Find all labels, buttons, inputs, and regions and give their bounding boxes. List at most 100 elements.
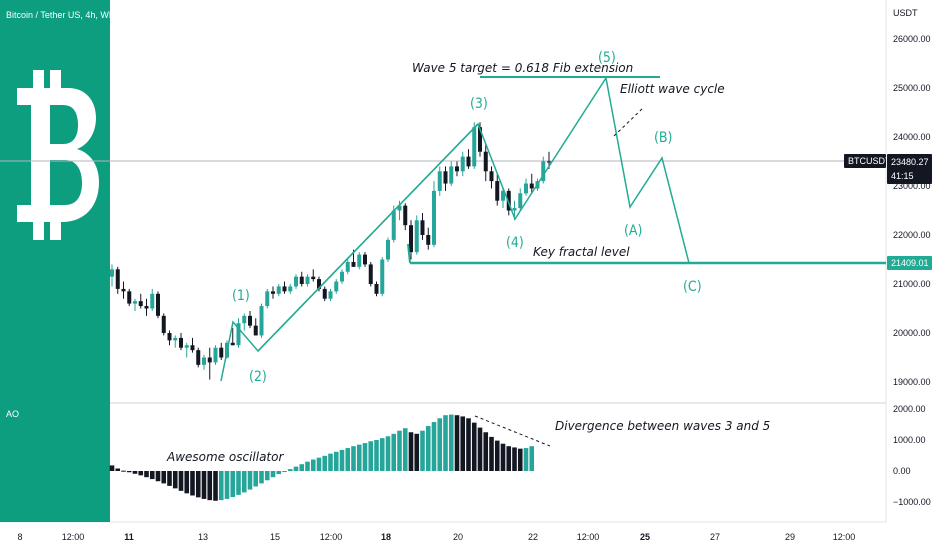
candle-body[interactable] [506, 190, 511, 211]
candle-body[interactable] [317, 279, 321, 289]
ao-bar[interactable] [471, 422, 477, 471]
candle-body[interactable] [276, 286, 281, 294]
ao-bar[interactable] [431, 422, 437, 471]
candle-body[interactable] [305, 276, 310, 284]
candle-body[interactable] [460, 156, 465, 172]
candle-body[interactable] [167, 333, 172, 341]
candle-body[interactable] [202, 357, 206, 365]
candle-body[interactable] [299, 276, 304, 284]
ao-bar[interactable] [414, 433, 420, 471]
ao-bar[interactable] [201, 471, 207, 499]
ao-bar[interactable] [109, 465, 115, 471]
wave3-trend-line[interactable] [257, 123, 479, 352]
ao-bar[interactable] [218, 471, 224, 501]
ao-bar[interactable] [115, 468, 121, 471]
ao-bar[interactable] [299, 464, 305, 471]
ao-bar[interactable] [420, 430, 425, 471]
elliott-wave-path[interactable] [220, 76, 690, 382]
candle-body[interactable] [397, 205, 402, 211]
ao-bar[interactable] [236, 471, 241, 495]
candle-body[interactable] [179, 337, 183, 348]
candle-body[interactable] [138, 301, 143, 307]
plot-area[interactable] [0, 0, 886, 522]
ao-bar[interactable] [529, 446, 535, 471]
candle-body[interactable] [483, 151, 488, 172]
candle-body[interactable] [541, 161, 546, 182]
last-price-tag[interactable]: 23480.27 41:15 [887, 154, 932, 184]
candle-body[interactable] [414, 220, 419, 253]
candle-body[interactable] [380, 259, 385, 294]
candle-body[interactable] [322, 288, 327, 299]
candle-body[interactable] [478, 127, 482, 152]
ao-bar[interactable] [316, 457, 322, 471]
candle-body[interactable] [455, 166, 459, 172]
time-axis[interactable]: 8 12:00 11 13 15 12:00 18 20 22 12:00 25 27 29 12:00 [17, 532, 855, 542]
ao-bar[interactable] [213, 471, 218, 501]
candle-body[interactable] [196, 350, 201, 365]
candle-body[interactable] [334, 281, 339, 292]
ao-bar[interactable] [506, 446, 512, 471]
ao-bar[interactable] [408, 432, 414, 471]
candle-body[interactable] [420, 220, 425, 235]
ao-bar[interactable] [391, 433, 397, 471]
candle-body[interactable] [432, 190, 436, 245]
ao-bar[interactable] [339, 449, 345, 471]
level-price-tag[interactable]: 21409.01 [887, 256, 932, 270]
ao-bar[interactable] [241, 471, 247, 493]
ao-bar[interactable] [448, 414, 454, 471]
ao-bar[interactable] [207, 471, 213, 501]
ao-bar[interactable] [167, 471, 172, 486]
candle-body[interactable] [443, 171, 448, 184]
ao-bar[interactable] [333, 451, 339, 471]
ao-bar[interactable] [305, 461, 310, 471]
candle-body[interactable] [271, 291, 275, 294]
candle-body[interactable] [259, 306, 264, 336]
ao-bar[interactable] [356, 444, 362, 471]
candle-body[interactable] [311, 276, 316, 280]
ao-bar[interactable] [437, 418, 443, 471]
ao-bar[interactable] [454, 415, 460, 471]
ao-bar[interactable] [374, 440, 379, 471]
candle-body[interactable] [524, 183, 528, 194]
candle-body[interactable] [409, 225, 413, 253]
candle-body[interactable] [529, 183, 534, 189]
candle-body[interactable] [374, 284, 379, 294]
ao-bar[interactable] [368, 441, 374, 471]
candle-body[interactable] [230, 342, 235, 346]
candle-body[interactable] [253, 325, 258, 336]
ao-bar[interactable] [397, 430, 402, 471]
ao-bar[interactable] [477, 427, 483, 471]
price-axis[interactable]: 26000.00 25000.00 24000.00 23000.00 22000.00… [893, 34, 931, 387]
ao-bar[interactable] [161, 471, 167, 484]
ao-bar[interactable] [121, 470, 126, 472]
candle-body[interactable] [236, 323, 241, 346]
ao-bar[interactable] [276, 471, 282, 475]
wave-drawings[interactable] [220, 76, 886, 447]
ao-bar[interactable] [144, 471, 149, 478]
candle-body[interactable] [391, 210, 396, 240]
ao-bar[interactable] [523, 448, 529, 471]
candle-body[interactable] [110, 269, 114, 277]
ao-bar[interactable] [155, 471, 161, 482]
candle-body[interactable] [368, 264, 373, 284]
ao-bar[interactable] [293, 466, 299, 471]
ao-bar[interactable] [483, 432, 489, 471]
ao-bar[interactable] [270, 471, 276, 478]
candle-body[interactable] [518, 193, 523, 209]
ao-bar[interactable] [138, 471, 144, 476]
ao-bar[interactable] [328, 453, 333, 471]
ao-bar[interactable] [385, 436, 391, 471]
candle-body[interactable] [144, 306, 149, 309]
candle-body[interactable] [213, 347, 218, 363]
ao-bar[interactable] [247, 471, 253, 490]
candle-body[interactable] [184, 345, 189, 348]
ao-bar[interactable] [517, 448, 523, 471]
candle-body[interactable] [351, 261, 356, 267]
ao-bar[interactable] [345, 448, 351, 471]
candle-body[interactable] [501, 190, 505, 201]
ao-bar[interactable] [224, 471, 230, 499]
candle-body[interactable] [466, 156, 471, 167]
candle-body[interactable] [115, 269, 120, 289]
ao-bar[interactable] [489, 436, 494, 471]
candle-body[interactable] [207, 357, 212, 363]
